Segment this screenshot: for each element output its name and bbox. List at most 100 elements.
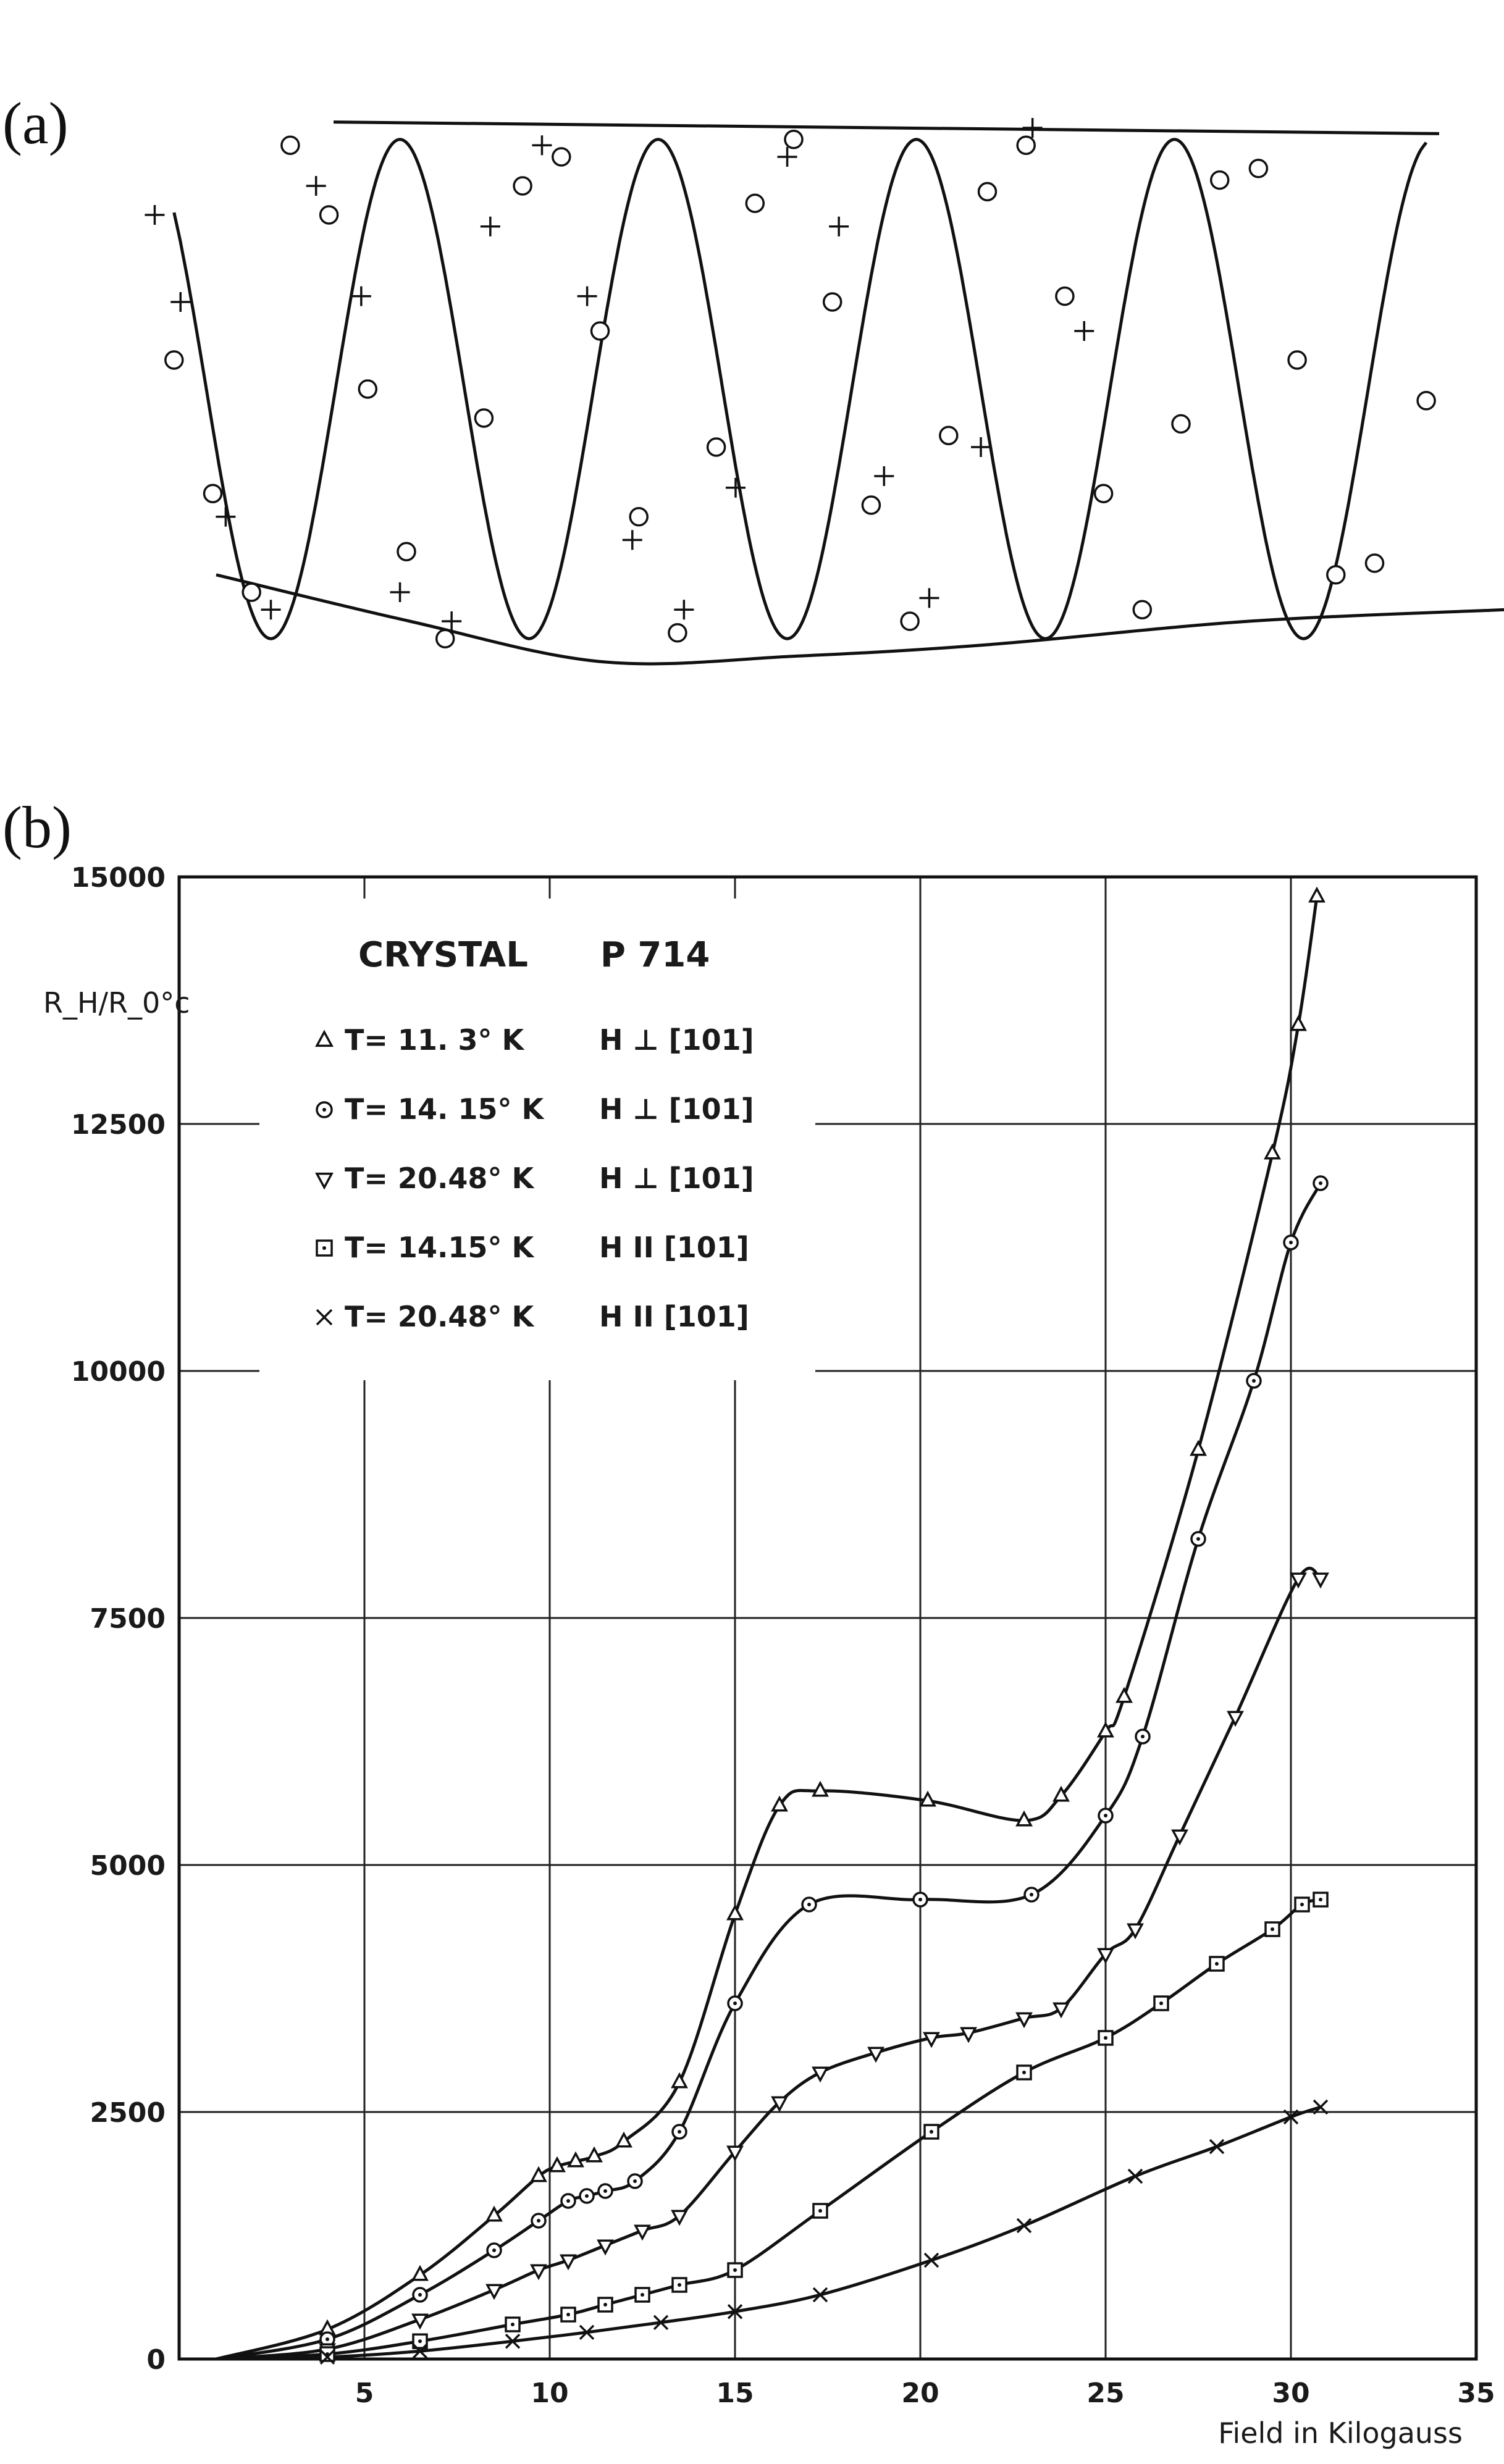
circle-data-point <box>629 507 649 527</box>
upper-envelope-line <box>333 120 1440 135</box>
series-2-point <box>1283 1234 1299 1251</box>
circle-data-point <box>1326 565 1346 585</box>
series-3-point <box>634 2224 651 2241</box>
series-5-point <box>412 2343 428 2359</box>
x-tick-label: 25 <box>1086 2378 1124 2409</box>
legend-orientation-1: H ⊥ [101] <box>599 1023 754 1057</box>
circle-data-point <box>706 437 726 457</box>
series-3-point <box>923 2032 940 2048</box>
series-2-point <box>1098 1808 1114 1824</box>
series-3-point <box>812 2066 829 2083</box>
series-1-point <box>586 2146 603 2163</box>
series-2-point <box>597 2183 613 2199</box>
x-tick-label: 15 <box>716 2378 754 2409</box>
series-5-point <box>923 2252 939 2268</box>
series-2-point <box>627 2173 643 2189</box>
x-tick-label: 20 <box>901 2378 939 2409</box>
panel-a-label: (a) <box>2 90 69 156</box>
series-2-point <box>727 1995 743 2011</box>
series-4-point <box>505 2316 521 2332</box>
series-3-point <box>867 2047 884 2063</box>
series-5-point <box>1313 2099 1329 2115</box>
legend-label-3: T= 20.48° K <box>345 1162 535 1195</box>
series-5-point <box>653 2315 669 2331</box>
series-1-point <box>548 2156 566 2173</box>
circle-data-point <box>1016 135 1036 155</box>
circle-data-point <box>668 623 687 643</box>
chart-legend: CRYSTAL P 714 T= 11. 3° K H ⊥ [101] T= 14. … <box>259 899 815 1380</box>
circle-data-point <box>203 484 223 503</box>
series-1-point <box>567 2151 584 2168</box>
series-2-point <box>560 2193 576 2209</box>
series-3-point <box>597 2239 614 2256</box>
y-tick-label: 5000 <box>90 1850 166 1882</box>
series-2-point <box>912 1892 928 1908</box>
plus-data-point <box>442 611 462 631</box>
series-2-point <box>1190 1531 1206 1547</box>
series-3-point <box>411 2313 429 2330</box>
panel-a-oscillation-plot <box>145 118 1504 666</box>
series-4-point <box>727 2262 743 2278</box>
circle-data-point <box>1093 484 1114 503</box>
plus-data-point <box>216 506 236 527</box>
series-3-point <box>1171 1829 1188 1846</box>
series-3-point <box>1290 1572 1307 1589</box>
circle-data-point <box>1287 350 1307 370</box>
series-4-point <box>812 2203 828 2219</box>
series-3-point <box>726 2145 744 2162</box>
series-3-point <box>1127 1923 1144 1940</box>
series-5-point <box>1127 2168 1143 2184</box>
series-3-point <box>1312 1572 1329 1589</box>
legend-title: CRYSTAL P 714 <box>358 935 710 975</box>
series-4-point <box>1313 1892 1329 1908</box>
circle-data-point <box>358 379 378 399</box>
panel-b-label: (b) <box>2 794 72 860</box>
series-2-point <box>671 2124 687 2140</box>
legend-orientation-2: H ⊥ [101] <box>599 1092 754 1126</box>
series-2-point <box>1023 1887 1040 1903</box>
series-5-point <box>727 2303 743 2319</box>
lower-envelope-line <box>216 573 1504 666</box>
plus-data-point <box>480 216 500 237</box>
series-3-point <box>560 2254 577 2271</box>
series-4-point <box>923 2124 939 2140</box>
plus-data-point <box>306 176 326 196</box>
circle-data-point <box>822 292 842 312</box>
series-1-point <box>530 2166 547 2182</box>
series-1-point <box>411 2265 429 2281</box>
y-axis-label: R_H/R_0°c <box>43 986 190 1020</box>
plus-data-point <box>145 205 165 225</box>
legend-orientation-5: H II [101] <box>599 1300 749 1333</box>
series-4-point <box>412 2333 428 2349</box>
circle-data-point <box>474 408 494 428</box>
chart-markers <box>319 886 1329 2365</box>
circle-data-point <box>280 135 300 155</box>
legend-orientation-4: H II [101] <box>599 1231 749 1264</box>
series-2-point <box>412 2287 428 2303</box>
plus-data-point <box>725 477 746 498</box>
x-tick-label: 5 <box>355 2378 374 2409</box>
series-1-point <box>1115 1687 1133 1703</box>
series-4-point <box>1016 2064 1032 2081</box>
series-4-point <box>1209 1956 1225 1972</box>
plus-data-point <box>532 135 552 156</box>
series-2-point <box>579 2188 595 2204</box>
series-3-point <box>771 2096 788 2113</box>
series-1-point <box>1052 1785 1070 1802</box>
series-1-point <box>485 2205 503 2222</box>
series-2-point <box>1246 1373 1262 1389</box>
series-line-1 <box>216 896 1319 2361</box>
circle-data-point <box>1248 159 1269 178</box>
legend-orientation-3: H ⊥ [101] <box>599 1162 754 1195</box>
series-5-point <box>812 2287 828 2303</box>
circle-data-point <box>977 182 998 202</box>
series-3-point <box>485 2284 503 2300</box>
series-4-point <box>1153 1995 1169 2011</box>
circle-data-point <box>1416 391 1436 411</box>
circle-data-point <box>1364 553 1385 573</box>
series-1-point <box>1290 1015 1307 1031</box>
circle-data-point <box>435 629 455 648</box>
series-1-point <box>726 1904 744 1921</box>
legend-marker-1 <box>315 1029 334 1047</box>
